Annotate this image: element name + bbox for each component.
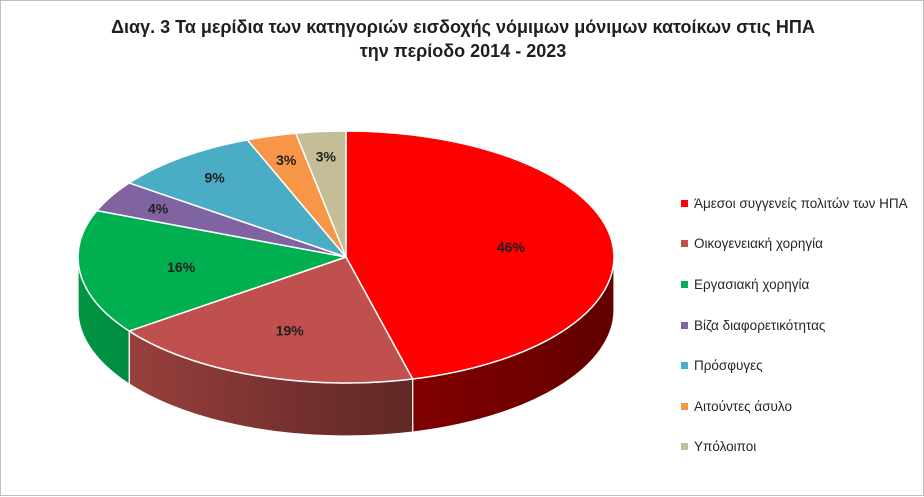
slice-1-top <box>345 130 615 380</box>
legend-label: Πρόσφυγες <box>694 358 763 374</box>
legend-label: Οικογενειακή χορηγία <box>694 236 823 252</box>
pie-slices <box>77 130 615 384</box>
legend-label: Εργασιακή χορηγία <box>694 276 810 292</box>
legend-item-6: Αιτούντες άσυλο <box>681 386 908 427</box>
pie-sides <box>77 256 615 437</box>
legend-label: Αιτούντες άσυλο <box>694 398 792 414</box>
legend-swatch <box>681 402 688 410</box>
chart-legend: Άμεσοι συγγενείς πολιτών των ΗΠΑ Οικογενε… <box>681 183 908 467</box>
chart-title: Διαγ. 3 Τα μερίδια των κατηγοριών εισδοχ… <box>1 15 924 63</box>
legend-label: Υπόλοιποι <box>694 439 757 455</box>
data-label-3: 16% <box>167 259 196 275</box>
slice-7-top <box>295 130 347 258</box>
legend-swatch <box>681 240 688 248</box>
legend-swatch <box>681 443 688 451</box>
data-label-2: 19% <box>276 323 305 339</box>
legend-item-2: Οικογενειακή χορηγία <box>681 224 908 265</box>
legend-swatch <box>681 280 688 288</box>
data-label-7: 3% <box>316 149 337 165</box>
legend-item-3: Εργασιακή χορηγία <box>681 264 908 305</box>
chart-title-line-1: Διαγ. 3 Τα μερίδια των κατηγοριών εισδοχ… <box>111 17 815 37</box>
data-label-4: 4% <box>148 200 169 216</box>
legend-item-5: Πρόσφυγες <box>681 345 908 386</box>
legend-label: Άμεσοι συγγενείς πολιτών των ΗΠΑ <box>694 195 908 211</box>
chart-title-line-2: την περίοδο 2014 - 2023 <box>359 41 567 61</box>
data-label-1: 46% <box>497 239 526 255</box>
legend-swatch <box>681 362 688 370</box>
legend-item-4: Βίζα διαφορετικότητας <box>681 305 908 346</box>
legend-item-7: Υπόλοιποι <box>681 427 908 468</box>
legend-label: Βίζα διαφορετικότητας <box>694 317 826 333</box>
slice-2-top <box>128 256 414 384</box>
data-label-6: 3% <box>276 152 297 168</box>
legend-item-1: Άμεσοι συγγενείς πολιτών των ΗΠΑ <box>681 183 908 224</box>
legend-swatch <box>681 321 688 329</box>
data-label-5: 9% <box>204 169 225 185</box>
slice-3-top <box>77 209 347 332</box>
legend-swatch <box>681 199 688 207</box>
slice-5-top <box>128 139 347 258</box>
pie-data-labels: 46% 19% 16% 4% 9% 3% 3% <box>148 149 525 339</box>
